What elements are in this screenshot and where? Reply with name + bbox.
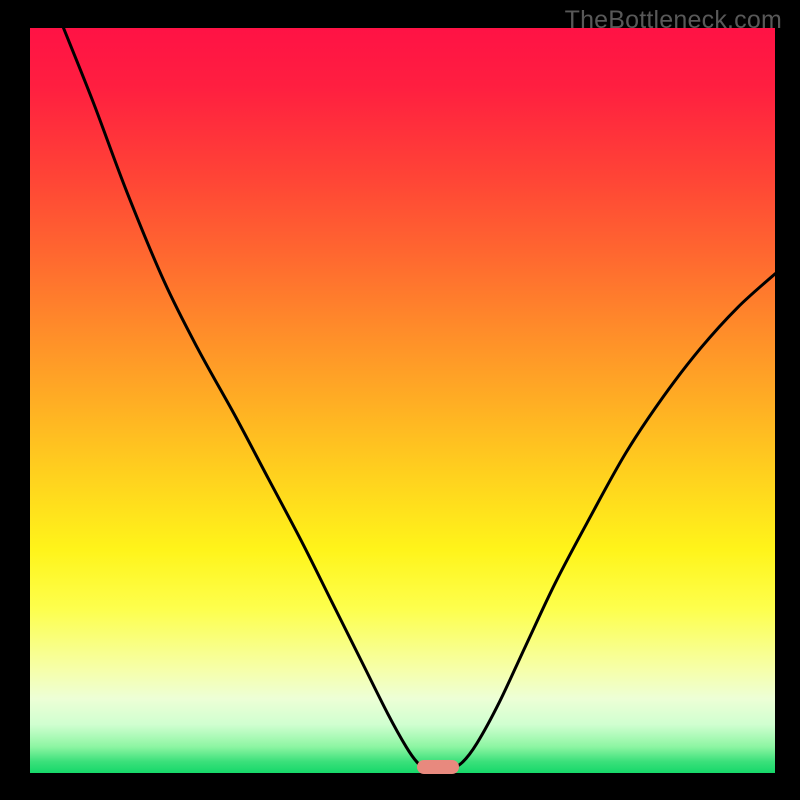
- optimal-marker: [417, 760, 459, 774]
- bottleneck-curve: [30, 28, 775, 773]
- watermark-text: TheBottleneck.com: [565, 6, 782, 35]
- plot-area: [30, 28, 775, 773]
- chart-canvas: TheBottleneck.com: [0, 0, 800, 800]
